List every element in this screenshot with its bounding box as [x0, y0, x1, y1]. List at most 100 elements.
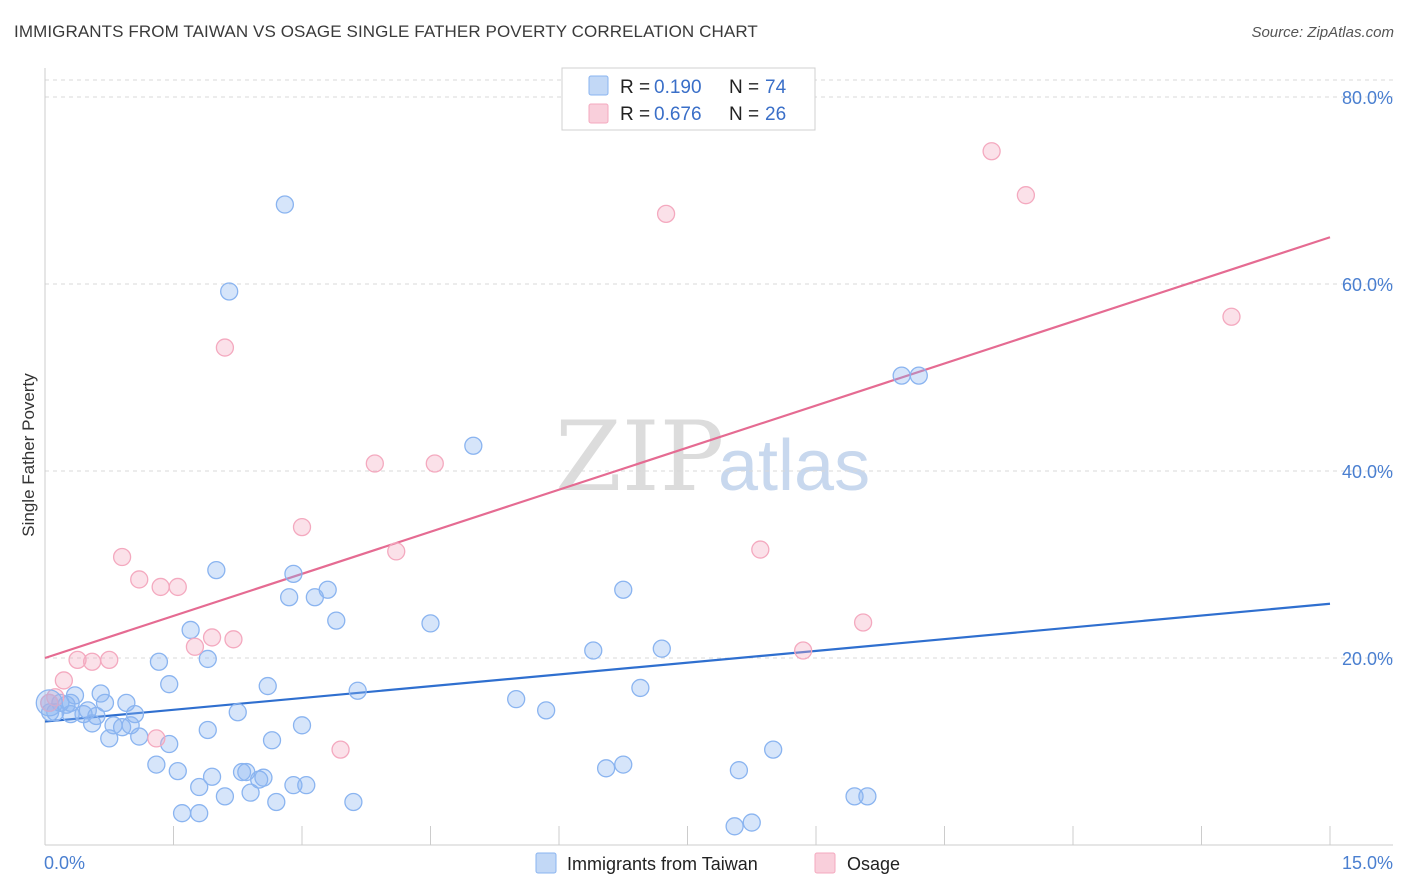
- taiwan-point: [202, 767, 222, 786]
- taiwan-point: [652, 639, 671, 658]
- taiwan-point: [507, 689, 526, 709]
- taiwan-point: [198, 649, 217, 669]
- data-points: [35, 142, 1241, 836]
- osage-point: [794, 641, 813, 660]
- legend-r-label-taiwan: R =: [620, 77, 650, 98]
- y-tick-label: 60.0%: [1342, 275, 1393, 295]
- taiwan-point: [149, 652, 169, 671]
- taiwan-point: [725, 817, 744, 836]
- osage-point: [365, 454, 384, 473]
- taiwan-point: [318, 580, 337, 599]
- trend-lines: [44, 236, 1331, 723]
- legend-n-label-osage: N =: [729, 104, 759, 125]
- x-tick-label: 0.0%: [44, 853, 85, 873]
- taiwan-point: [292, 716, 312, 735]
- taiwan-point: [258, 676, 277, 696]
- taiwan-point: [421, 614, 440, 633]
- taiwan-point: [631, 678, 650, 698]
- taiwan-point: [125, 704, 145, 724]
- taiwan-point: [207, 560, 226, 580]
- taiwan-point: [279, 588, 299, 607]
- osage-point: [656, 204, 676, 224]
- osage-point: [54, 671, 73, 690]
- taiwan-point: [614, 755, 633, 774]
- osage-point: [215, 338, 235, 357]
- taiwan-point: [215, 787, 235, 806]
- taiwan-point: [327, 611, 346, 630]
- osage-point: [130, 570, 149, 589]
- legend-r-label-osage: R =: [620, 104, 650, 125]
- osage-point: [224, 630, 243, 649]
- osage-point: [751, 540, 770, 559]
- taiwan-point: [87, 706, 106, 726]
- osage-point: [68, 650, 87, 670]
- osage-point: [331, 740, 350, 759]
- bottom-legend-swatch-taiwan: [535, 852, 557, 874]
- osage-point: [151, 577, 170, 597]
- osage-point: [112, 547, 132, 567]
- grid: [45, 79, 1393, 659]
- osage-point: [292, 517, 312, 537]
- osage-point: [425, 454, 444, 473]
- taiwan-point: [909, 366, 928, 385]
- legend-r-value-osage: 0.676: [654, 104, 702, 125]
- taiwan-point: [160, 675, 179, 694]
- watermark-zip: ZIP: [555, 401, 724, 513]
- x-tick-label: 15.0%: [1342, 853, 1393, 873]
- taiwan-point: [892, 366, 911, 385]
- taiwan-point: [344, 792, 363, 812]
- y-tick-label: 80.0%: [1342, 88, 1393, 108]
- taiwan-point: [596, 759, 616, 778]
- taiwan-point: [348, 681, 367, 700]
- taiwan-point: [729, 761, 749, 780]
- osage-point: [185, 637, 205, 656]
- taiwan-point: [262, 731, 282, 750]
- taiwan-point: [91, 684, 110, 703]
- bottom-legend-swatch-osage: [814, 852, 836, 874]
- tick-labels: 20.0% 40.0% 60.0% 80.0% 0.0% 15.0%: [44, 88, 1393, 873]
- legend-swatch-osage: [588, 103, 609, 124]
- taiwan-point: [254, 768, 273, 787]
- taiwan-point: [858, 787, 877, 806]
- taiwan-point: [742, 813, 761, 832]
- chart-source: Source: ZipAtlas.com: [1251, 24, 1394, 41]
- osage-point: [387, 542, 406, 561]
- osage-point: [168, 577, 187, 597]
- taiwan-point: [168, 761, 187, 781]
- taiwan-point: [297, 776, 316, 795]
- taiwan-point: [537, 701, 556, 720]
- taiwan-point: [464, 436, 483, 455]
- osage-trend-line: [44, 236, 1331, 660]
- osage-point: [82, 652, 102, 671]
- osage-point: [1016, 186, 1036, 205]
- osage-point: [100, 650, 119, 670]
- taiwan-point: [172, 804, 192, 823]
- taiwan-point: [614, 580, 633, 599]
- taiwan-point: [147, 755, 166, 774]
- taiwan-point: [284, 776, 303, 795]
- osage-point: [1222, 307, 1241, 326]
- y-axis-label: Single Father Poverty: [19, 373, 38, 537]
- taiwan-point: [220, 282, 239, 301]
- taiwan-point-large: [35, 689, 63, 717]
- taiwan-point: [61, 693, 80, 713]
- legend-n-value-osage: 26: [765, 104, 786, 125]
- taiwan-point: [275, 195, 295, 214]
- taiwan-point: [95, 693, 115, 713]
- y-tick-label: 20.0%: [1342, 649, 1393, 669]
- taiwan-point: [228, 703, 247, 722]
- taiwan-point: [241, 783, 260, 802]
- watermark-atlas: atlas: [718, 426, 870, 506]
- taiwan-point: [584, 641, 603, 660]
- legend-n-value-taiwan: 74: [765, 77, 787, 98]
- taiwan-point: [130, 727, 149, 746]
- taiwan-point: [198, 720, 217, 740]
- taiwan-point: [232, 762, 252, 782]
- osage-point: [202, 628, 222, 647]
- bottom-legend-label-osage: Osage: [847, 854, 900, 874]
- legend: R = 0.190 N = 74 R = 0.676 N = 26: [561, 67, 816, 131]
- taiwan-point: [190, 804, 209, 823]
- osage-point: [147, 729, 166, 748]
- osage-point: [46, 688, 65, 707]
